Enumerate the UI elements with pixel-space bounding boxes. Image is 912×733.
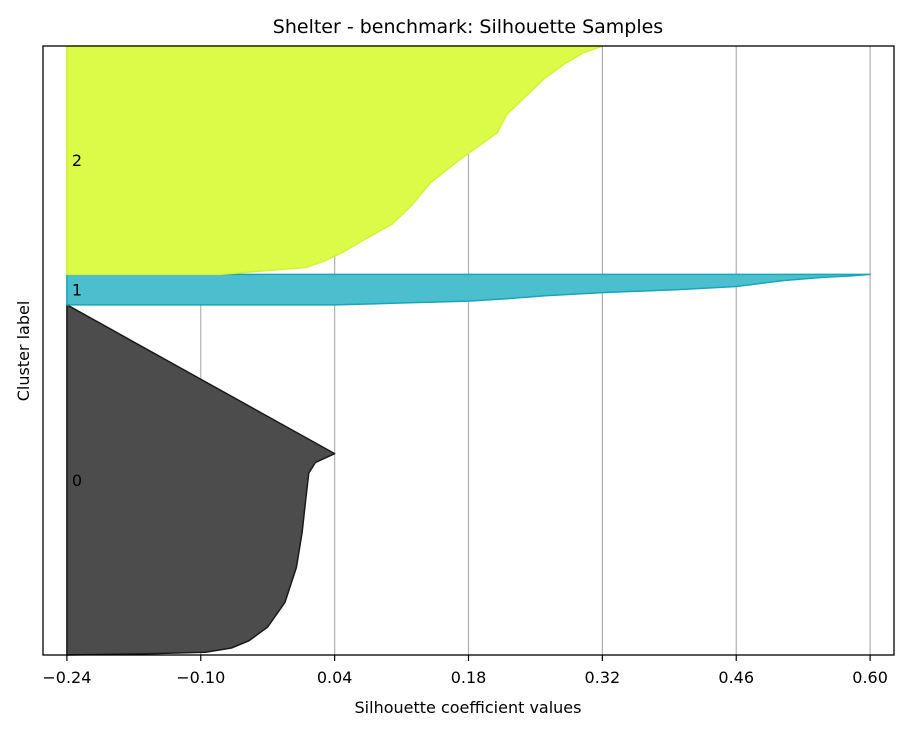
cluster-areas	[66, 45, 871, 656]
cluster-label-1: 1	[72, 281, 82, 300]
cluster-label-2: 2	[72, 151, 82, 170]
chart-title: Shelter - benchmark: Silhouette Samples	[273, 16, 663, 38]
x-tick-label-5: 0.46	[718, 668, 754, 687]
x-tick-label-6: 0.60	[852, 668, 888, 687]
x-axis-ticks: −0.24 −0.10 0.04 0.18 0.32 0.46 0.60	[42, 655, 888, 687]
cluster-1-area	[66, 273, 871, 306]
x-tick-label-4: 0.32	[585, 668, 621, 687]
x-tick-label-2: 0.04	[317, 668, 353, 687]
x-tick-label-1: −0.10	[176, 668, 225, 687]
y-axis-label: Cluster label	[14, 301, 33, 402]
cluster-2-area	[66, 45, 604, 276]
cluster-0-area	[66, 304, 336, 656]
x-tick-label-0: −0.24	[42, 668, 91, 687]
x-axis-label: Silhouette coefficient values	[355, 698, 582, 717]
cluster-labels: 0 1 2	[72, 151, 82, 490]
x-tick-label-3: 0.18	[451, 668, 487, 687]
cluster-label-0: 0	[72, 471, 82, 490]
